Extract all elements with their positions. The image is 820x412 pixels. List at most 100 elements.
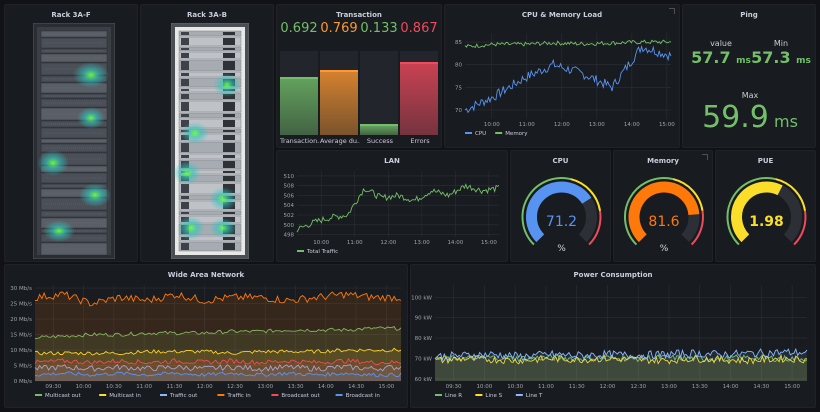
panel-title: LAN: [384, 157, 400, 165]
transaction-bar-label: Average du...: [320, 137, 360, 145]
series-line: [464, 39, 671, 49]
gauge-unit: %: [557, 244, 566, 254]
series-line: [434, 353, 808, 363]
y-tick-label: 20 Mb/s: [10, 317, 32, 323]
y-tick-label: 504: [284, 203, 295, 209]
legend-swatch: [297, 250, 304, 252]
series-line: [34, 291, 402, 307]
series-area: [35, 371, 401, 381]
panel-title: Wide Area Network: [167, 271, 245, 279]
gauge-threshold-crit: [588, 210, 602, 246]
ping-max-label: Max: [741, 91, 759, 100]
y-tick-label: 510: [284, 174, 295, 180]
legend-swatch: [475, 394, 483, 396]
series-area: [435, 349, 807, 381]
ping-min-unit: ms: [796, 56, 811, 66]
memory-gauge: 81.6%: [623, 177, 704, 254]
x-tick-label: 12:00: [554, 122, 570, 128]
transaction-bar-track: [360, 51, 398, 135]
x-tick-label: 10:30: [507, 384, 523, 390]
series-line: [34, 371, 402, 378]
rack-3a-b-panel: Rack 3A-B: [140, 4, 274, 262]
panel-title: CPU & Memory Load: [521, 11, 603, 19]
legend-swatch: [99, 394, 107, 396]
x-tick-label: 13:00: [661, 384, 677, 390]
legend-swatch: [271, 394, 279, 396]
x-tick-label: 15:00: [378, 384, 394, 390]
series-line: [34, 363, 402, 372]
legend-label: Total Traffic: [306, 249, 338, 255]
transaction-bar-fill: [400, 62, 438, 135]
x-tick-label: 12:00: [600, 384, 616, 390]
x-tick-label: 11:00: [519, 122, 535, 128]
series-line: [464, 44, 672, 114]
series-area: [435, 355, 807, 381]
ping-value: 57.7: [691, 48, 731, 67]
legend-swatch: [35, 394, 42, 396]
y-tick-label: 25 Mb/s: [10, 302, 32, 308]
legend-swatch: [465, 132, 472, 134]
gauge-threshold-warn: [775, 178, 807, 212]
legend-swatch: [435, 394, 442, 396]
x-tick-label: 13:00: [589, 122, 605, 128]
ping-min-label: Min: [773, 39, 789, 48]
y-tick-label: 80 kW: [415, 336, 433, 342]
x-tick-label: 11:00: [136, 384, 152, 390]
x-tick-label: 10:30: [106, 384, 122, 390]
power-chart: 60 kW 70 kW 80 kW 90 kW 100 kW 09:30 10:00 10:3…: [411, 285, 808, 399]
legend-label: Multicast out: [45, 393, 81, 399]
panel-menu-icon[interactable]: [702, 154, 708, 160]
legend-label: Memory: [505, 131, 528, 137]
x-tick-label: 11:00: [538, 384, 554, 390]
panel-title: Rack 3A-F: [51, 11, 91, 19]
x-tick-label: 12:00: [380, 240, 396, 246]
y-tick-label: 60 kW: [415, 377, 433, 383]
series-line: [434, 353, 807, 365]
x-tick-label: 11:30: [569, 384, 585, 390]
x-tick-label: 10:00: [76, 384, 92, 390]
panel-menu-icon[interactable]: [669, 8, 675, 14]
ping-max-unit: ms: [773, 112, 798, 131]
gauge-value-arc: [526, 181, 592, 243]
y-tick-label: 0 Mb/s: [14, 379, 32, 385]
x-tick-label: 14:00: [723, 384, 739, 390]
gauge-value-arc: [731, 181, 783, 243]
gauge-value-arc: [628, 181, 700, 243]
gauge-threshold-ok: [521, 177, 571, 246]
series-line: [296, 183, 500, 233]
y-tick-label: 100 kW: [411, 295, 432, 301]
legend-swatch: [495, 132, 503, 134]
panel-title: CPU: [552, 157, 569, 165]
y-tick-label: 508: [284, 184, 295, 190]
y-tick-label: 30 Mb/s: [10, 286, 32, 292]
series-line: [34, 326, 402, 340]
transaction-bar-label: Errors: [410, 137, 430, 145]
power-consumption-panel: Power Consumption 60 kW 70 kW 80 kW 90 kW 10…: [410, 264, 816, 408]
x-tick-label: 13:00: [414, 240, 430, 246]
y-tick-label: 10 Mb/s: [10, 348, 32, 354]
gauge-unit: %: [660, 244, 669, 254]
series-line: [434, 347, 808, 362]
x-tick-label: 11:30: [166, 384, 182, 390]
gauge-threshold-ok: [623, 177, 674, 246]
gauge-threshold-ok: [726, 177, 776, 246]
x-tick-label: 09:30: [446, 384, 462, 390]
y-tick-label: 80: [455, 63, 462, 69]
ping-min-value: 57.3: [751, 48, 791, 67]
gauge-value: 81.6: [648, 214, 679, 230]
x-tick-label: 14:00: [447, 240, 463, 246]
y-tick-label: 502: [284, 213, 295, 219]
x-tick-label: 15:00: [784, 384, 800, 390]
x-tick-label: 12:00: [197, 384, 213, 390]
legend-label: Line T: [526, 393, 543, 399]
x-tick-label: 10:00: [476, 384, 492, 390]
pue-gauge-panel: PUE 1.98: [715, 150, 816, 262]
ping-value-unit: ms: [736, 56, 751, 66]
y-tick-label: 506: [284, 193, 295, 199]
legend-label: Traffic out: [169, 393, 198, 399]
x-tick-label: 10:00: [484, 122, 500, 128]
x-tick-label: 14:30: [753, 384, 769, 390]
y-tick-label: 5 Mb/s: [14, 364, 32, 370]
x-tick-label: 14:00: [624, 122, 640, 128]
pue-gauge: 1.98: [726, 177, 807, 246]
